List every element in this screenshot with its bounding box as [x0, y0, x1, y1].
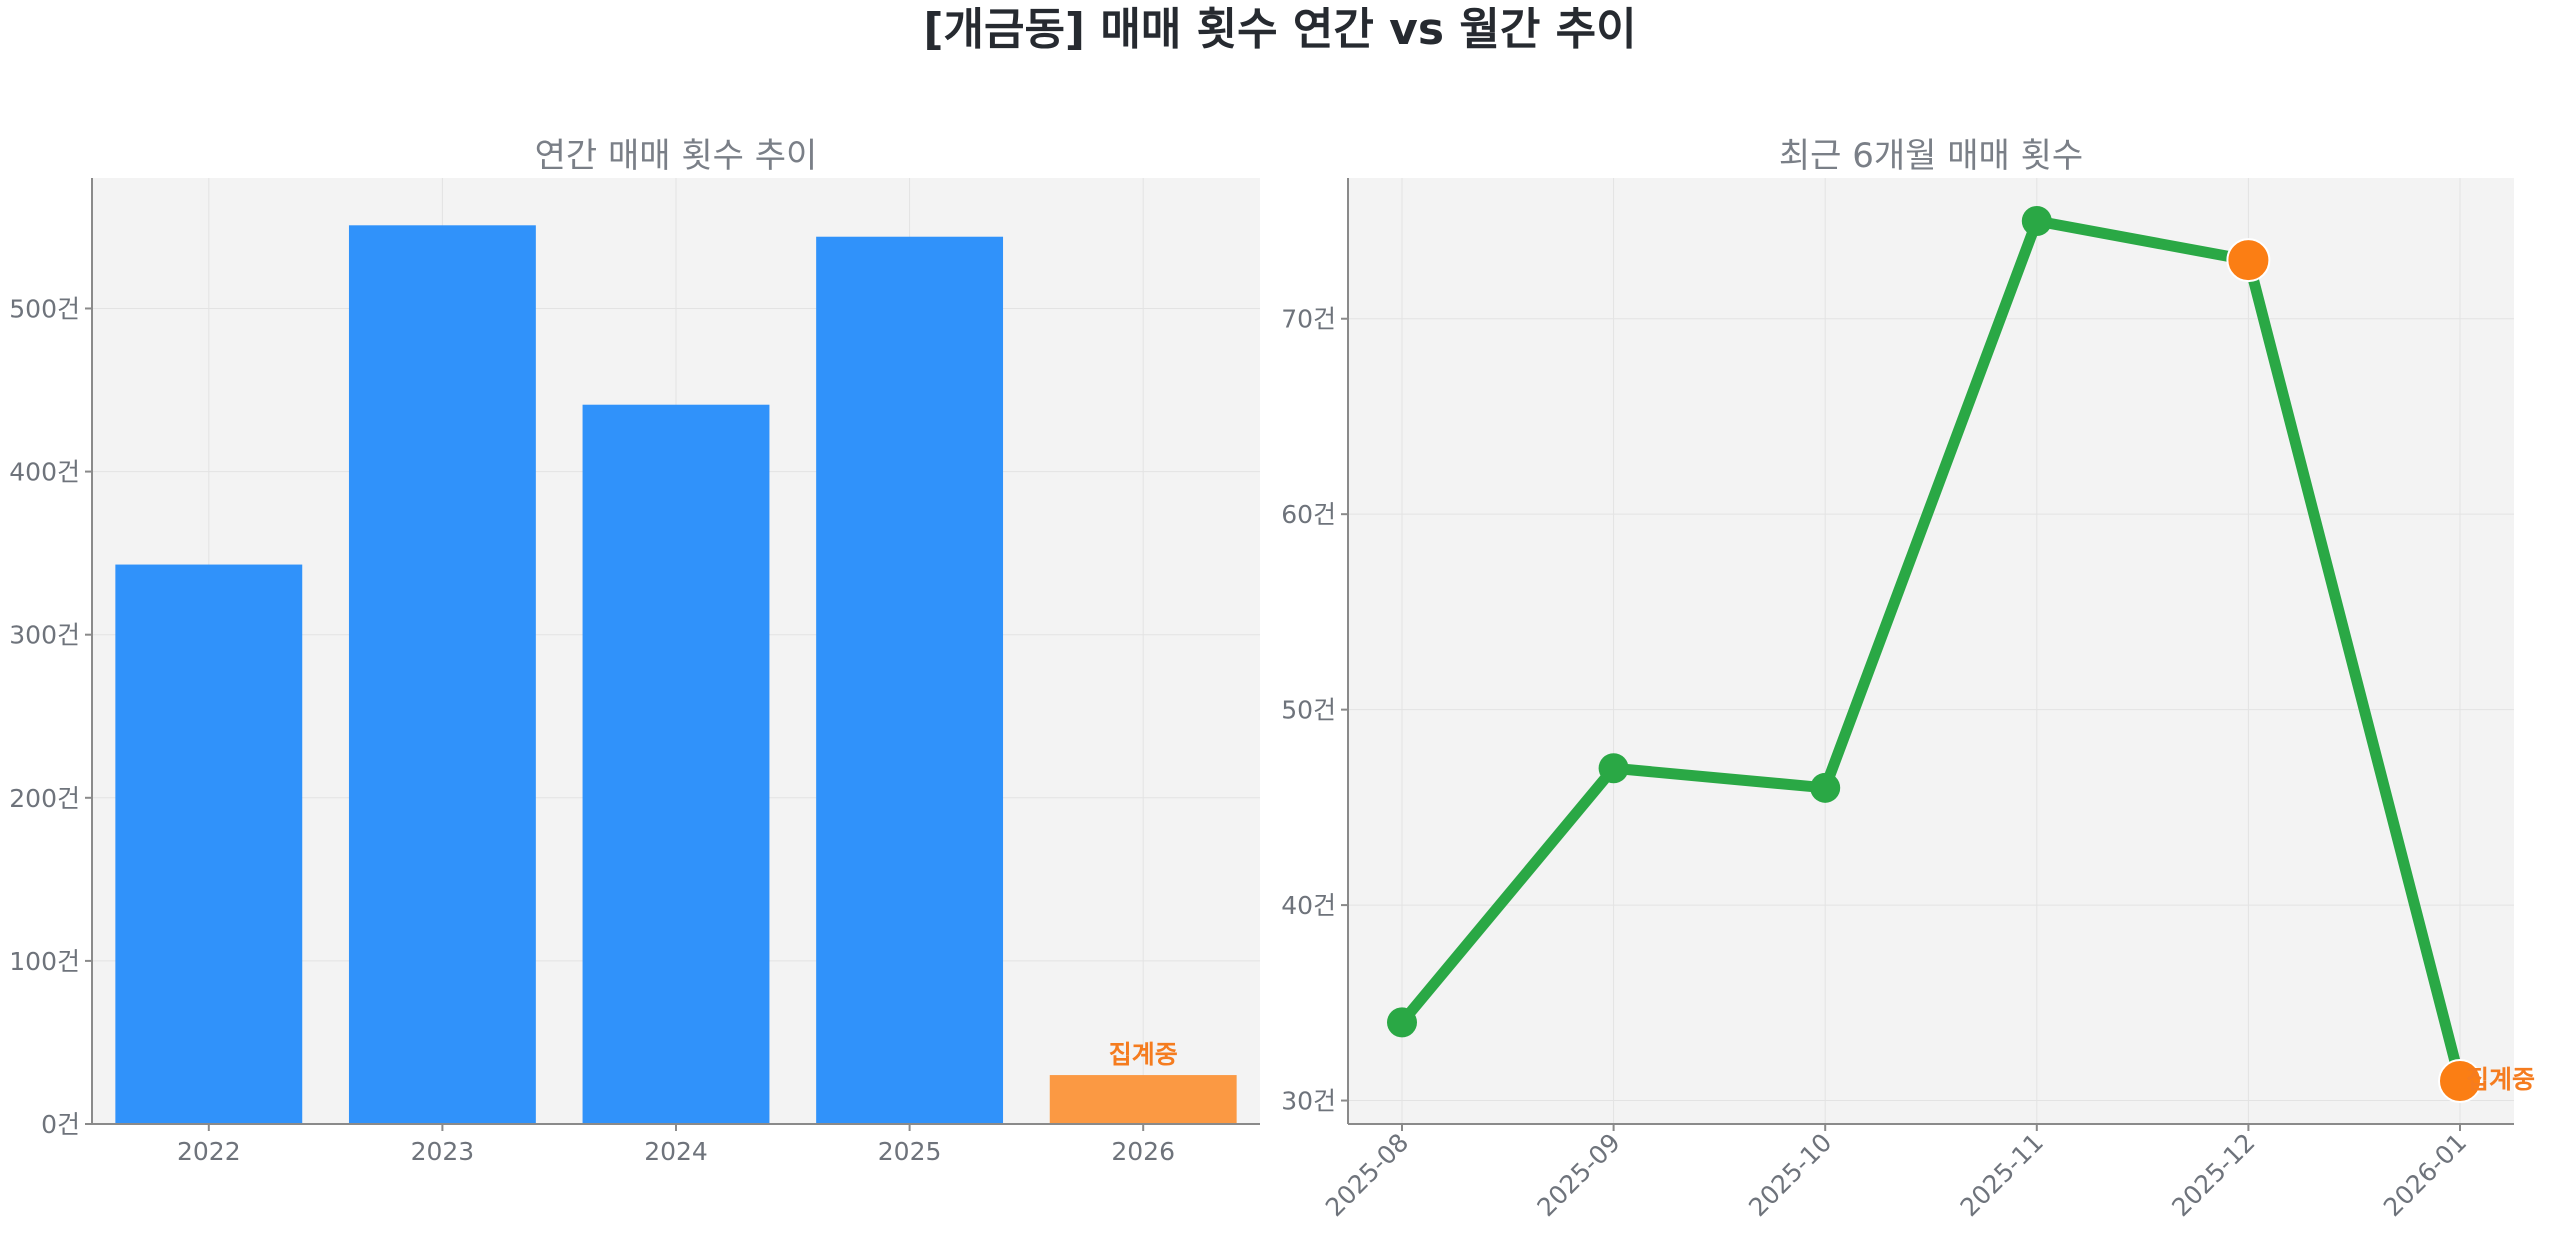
point-2025-10 [1810, 772, 1841, 803]
bar-2022 [115, 564, 303, 1124]
series-line [1396, 215, 2466, 1087]
point-2025-12 [2226, 238, 2271, 283]
bar-ytick-label: 200건 [9, 784, 80, 813]
line-xtick-label: 2025-12 [2166, 1128, 2260, 1222]
line-chart: 집계중 30건 40건 50건 60건 70건 2025-08 2025-09 2025-10 2… [1281, 178, 2535, 1222]
line-xtick-label: 2025-11 [1955, 1128, 2049, 1222]
line-xtick-label: 2026-01 [2378, 1128, 2472, 1222]
line-chart-title: 최근 6개월 매매 횟수 [1778, 136, 2084, 176]
point-2025-09 [1598, 753, 1629, 784]
line-ytick-label: 30건 [1281, 1087, 1336, 1116]
bar-xtick-label: 2022 [177, 1137, 241, 1166]
bar-chart: 집계중 0건 100건 200건 300건 400건 500건 2022 2023 2024 202… [9, 178, 1260, 1166]
line-plot-area [1348, 178, 2514, 1124]
bar-xtick-label: 2023 [411, 1137, 475, 1166]
point-2025-11 [2021, 206, 2052, 236]
line-xtick-label: 2025-09 [1531, 1128, 1625, 1222]
bar-xtick-label: 2026 [1111, 1137, 1175, 1166]
bar-2026 [1049, 1075, 1237, 1124]
line-annotation-label: 집계중 [2466, 1065, 2535, 1094]
bar-chart-title: 연간 매매 횟수 추이 [534, 136, 818, 176]
line-xtick-label: 2025-08 [1320, 1128, 1414, 1222]
bar-2024 [582, 404, 770, 1124]
bar-annotation-label: 집계중 [1109, 1040, 1178, 1069]
point-2026-01 [2438, 1059, 2482, 1103]
bar-ytick-label: 400건 [9, 458, 80, 487]
line-ytick-label: 70건 [1281, 305, 1336, 334]
bar-ytick-label: 500건 [9, 294, 80, 323]
bar-ytick-label: 100건 [9, 947, 80, 976]
chart-main-title: [개금동] 매매 횟수 연간 vs 월간 추이 [923, 4, 1637, 55]
line-ytick-label: 40건 [1281, 891, 1336, 920]
line-xtick-label: 2025-10 [1743, 1128, 1837, 1222]
bar-ytick-label: 0건 [41, 1110, 80, 1139]
point-2025-08 [1387, 1007, 1417, 1038]
bar-ytick-label: 300건 [9, 621, 80, 650]
bar-xtick-label: 2025 [878, 1137, 942, 1166]
bar-xtick-label: 2024 [644, 1137, 708, 1166]
bar-2023 [348, 225, 536, 1125]
bar-2025 [816, 236, 1004, 1125]
line-ytick-label: 50건 [1281, 696, 1336, 725]
line-ytick-label: 60건 [1281, 500, 1336, 529]
